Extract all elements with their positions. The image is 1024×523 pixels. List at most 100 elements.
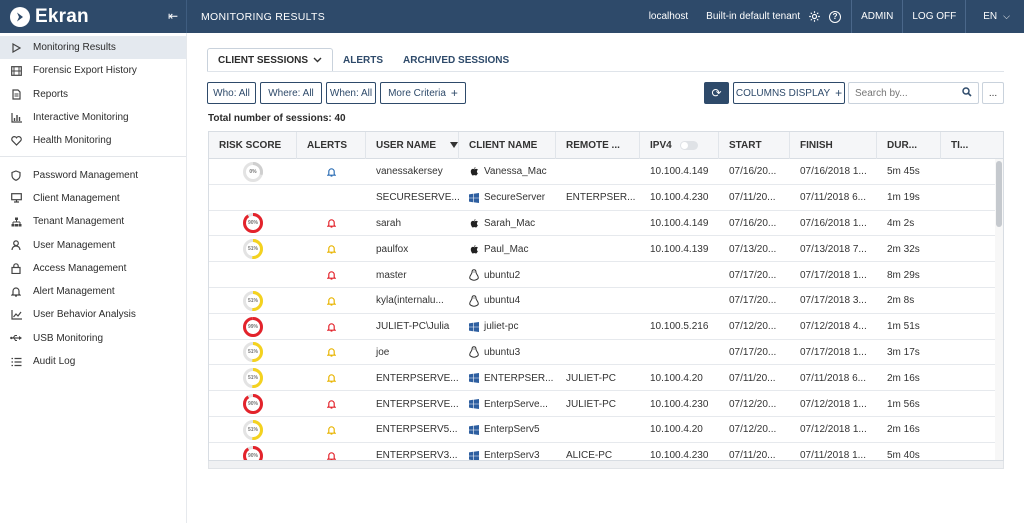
sidebar-item-client-management[interactable]: Client Management <box>0 187 186 210</box>
heart-icon <box>10 135 22 147</box>
finish-cell: 07/12/2018 1... <box>790 417 877 443</box>
table-row[interactable]: 99% JULIET-PC\Julia juliet-pc 10.100.5.216 0… <box>209 314 997 340</box>
sidebar-item-user-behavior-analysis[interactable]: User Behavior Analysis <box>0 303 186 326</box>
sidebar-item-reports[interactable]: Reports <box>0 83 186 106</box>
column-header-duration[interactable]: DUR... <box>877 132 941 159</box>
sidebar-item-label: USB Monitoring <box>33 332 104 344</box>
linux-icon <box>469 346 479 359</box>
ipv4-cell-text: 10.100.4.139 <box>650 243 709 255</box>
refresh-button[interactable]: ⟳ <box>704 82 729 104</box>
user-menu[interactable]: ADMIN <box>851 0 902 33</box>
user-name-cell-text: sarah <box>376 217 402 229</box>
start-cell: 07/17/20... <box>719 340 790 366</box>
bell-icon <box>297 159 366 185</box>
sidebar-item-alert-management[interactable]: Alert Management <box>0 280 186 303</box>
table-row[interactable]: 51% ENTERPSERVE... ENTERPSER... JULIET-PC 10… <box>209 365 997 392</box>
sidebar-item-password-management[interactable]: Password Management <box>0 163 186 186</box>
start-cell: 07/13/20... <box>719 236 790 262</box>
sidebar-item-audit-log[interactable]: Audit Log <box>0 350 186 373</box>
when-filter-button[interactable]: When: All <box>326 82 376 104</box>
search-input[interactable] <box>855 87 960 99</box>
sidebar-item-health-monitoring[interactable]: Health Monitoring <box>0 129 186 152</box>
table-row[interactable]: master ubuntu2 07/17/20... 07/17/2018 1... 8… <box>209 262 997 288</box>
sidebar-item-label: Interactive Monitoring <box>33 112 129 124</box>
table-row[interactable]: 90% ENTERPSERVE... EnterpServe... JULIET-PC… <box>209 391 997 417</box>
column-header-finish[interactable]: FINISH <box>790 132 877 159</box>
help-icon[interactable]: ? <box>825 0 851 33</box>
linux-icon <box>469 295 479 307</box>
risk-score-gauge <box>209 262 297 288</box>
logoff-button[interactable]: LOG OFF <box>902 0 965 33</box>
vertical-scrollbar[interactable] <box>995 159 1003 460</box>
risk-score-cell: 51% <box>209 365 297 391</box>
sidebar-item-usb-monitoring[interactable]: USB Monitoring <box>0 327 186 350</box>
bell-icon <box>297 211 366 237</box>
table-row[interactable]: 51% joe ubuntu3 07/17/20... 07/17/2018 1... 3… <box>209 340 997 366</box>
duration-cell-text: 1m 56s <box>887 398 920 410</box>
user-name-cell: kyla(internalu... <box>366 288 459 314</box>
sidebar-item-forensic-export-history[interactable]: Forensic Export History <box>0 59 186 82</box>
table-row[interactable]: 90% ENTERPSERV3... EnterpServ3 ALICE-PC 10.1… <box>209 443 997 461</box>
remote-cell <box>556 262 640 288</box>
column-header-ipv4[interactable]: IPV4 <box>640 132 719 159</box>
ipv-toggle[interactable] <box>679 141 698 150</box>
settings-gear-icon[interactable] <box>804 0 825 33</box>
collapse-sidebar-icon[interactable]: ⇤ <box>167 9 178 23</box>
finish-cell: 07/11/2018 6... <box>790 185 877 211</box>
remote-cell <box>556 288 640 314</box>
start-cell-text: 07/17/20... <box>729 269 777 281</box>
table-row[interactable]: 0% vanessakersey Vanessa_Mac 10.100.4.149 07… <box>209 159 997 185</box>
user-name-cell-text: kyla(internalu... <box>376 295 444 307</box>
usb-icon <box>10 332 22 344</box>
ipv4-cell-text: 10.100.4.230 <box>650 450 709 461</box>
sidebar-item-tenant-management[interactable]: Tenant Management <box>0 210 186 233</box>
horizontal-scrollbar[interactable] <box>208 461 1004 469</box>
sidebar-item-interactive-monitoring[interactable]: Interactive Monitoring <box>0 106 186 129</box>
column-header-remote[interactable]: REMOTE ... <box>556 132 640 159</box>
table-row[interactable]: 51% paulfox Paul_Mac 10.100.4.139 07/13/20..… <box>209 236 997 263</box>
tab-alerts[interactable]: ALERTS <box>343 54 384 66</box>
table-row[interactable]: 51% kyla(internalu... ubuntu4 07/17/20... 07… <box>209 288 997 314</box>
total-sessions-count: Total number of sessions: 40 <box>208 113 346 124</box>
where-filter-button[interactable]: Where: All <box>260 82 322 104</box>
risk-score-label: 90% <box>247 401 258 408</box>
who-filter-button[interactable]: Who: All <box>207 82 256 104</box>
risk-score-gauge: 51% <box>242 367 264 389</box>
column-header-risk-score[interactable]: RISK SCORE <box>209 132 297 159</box>
columns-display-button[interactable]: COLUMNS DISPLAY + <box>733 82 845 104</box>
finish-cell-text: 07/11/2018 1... <box>800 450 866 461</box>
tab-client-sessions[interactable]: CLIENT SESSIONS <box>207 48 334 72</box>
column-header-client-name[interactable]: CLIENT NAME <box>459 132 556 159</box>
risk-score-gauge: 51% <box>242 238 264 260</box>
tab-archived-sessions[interactable]: ARCHIVED SESSIONS <box>403 54 510 66</box>
more-criteria-button[interactable]: More Criteria + <box>380 82 466 104</box>
windows-icon <box>469 192 479 203</box>
more-options-button[interactable]: ... <box>982 82 1004 104</box>
remote-cell: JULIET-PC <box>556 391 640 417</box>
column-header-user-name[interactable]: USER NAME <box>366 132 459 159</box>
tabs: CLIENT SESSIONS ALERTS ARCHIVED SESSIONS <box>207 48 519 72</box>
duration-cell-text: 2m 8s <box>887 295 915 307</box>
scrollbar-thumb[interactable] <box>996 161 1002 227</box>
ipv4-cell-text: 10.100.4.230 <box>650 192 709 204</box>
sidebar-item-access-management[interactable]: Access Management <box>0 257 186 280</box>
table-row[interactable]: 90% sarah Sarah_Mac 10.100.4.149 07/16/20...… <box>209 211 997 237</box>
sidebar-item-monitoring-results[interactable]: Monitoring Results <box>0 36 186 60</box>
search-icon[interactable] <box>962 86 972 100</box>
column-header-time[interactable]: TI... <box>941 132 1003 159</box>
client-name-cell: Sarah_Mac <box>459 211 556 237</box>
column-header-alerts[interactable]: ALERTS <box>297 132 366 159</box>
remote-cell: JULIET-PC <box>556 365 640 391</box>
column-header-start[interactable]: START <box>719 132 790 159</box>
ipv4-cell: 10.100.4.139 <box>640 236 719 262</box>
sidebar-item-user-management[interactable]: User Management <box>0 233 186 256</box>
language-selector[interactable]: EN ⌵ <box>965 0 1024 33</box>
remote-cell <box>556 340 640 366</box>
tenant-selector[interactable]: Built-in default tenant <box>706 11 801 22</box>
finish-cell-text: 07/17/2018 1... <box>800 346 867 358</box>
duration-cell: 2m 16s <box>877 417 941 443</box>
table-row[interactable]: SECURESERVE... SecureServer ENTERPSER... 10… <box>209 185 997 211</box>
client-name-cell: ubuntu4 <box>459 288 556 314</box>
column-header-label: CLIENT NAME <box>469 140 538 151</box>
table-row[interactable]: 51% ENTERPSERV5... EnterpServ5 10.100.4.20 0… <box>209 417 997 443</box>
